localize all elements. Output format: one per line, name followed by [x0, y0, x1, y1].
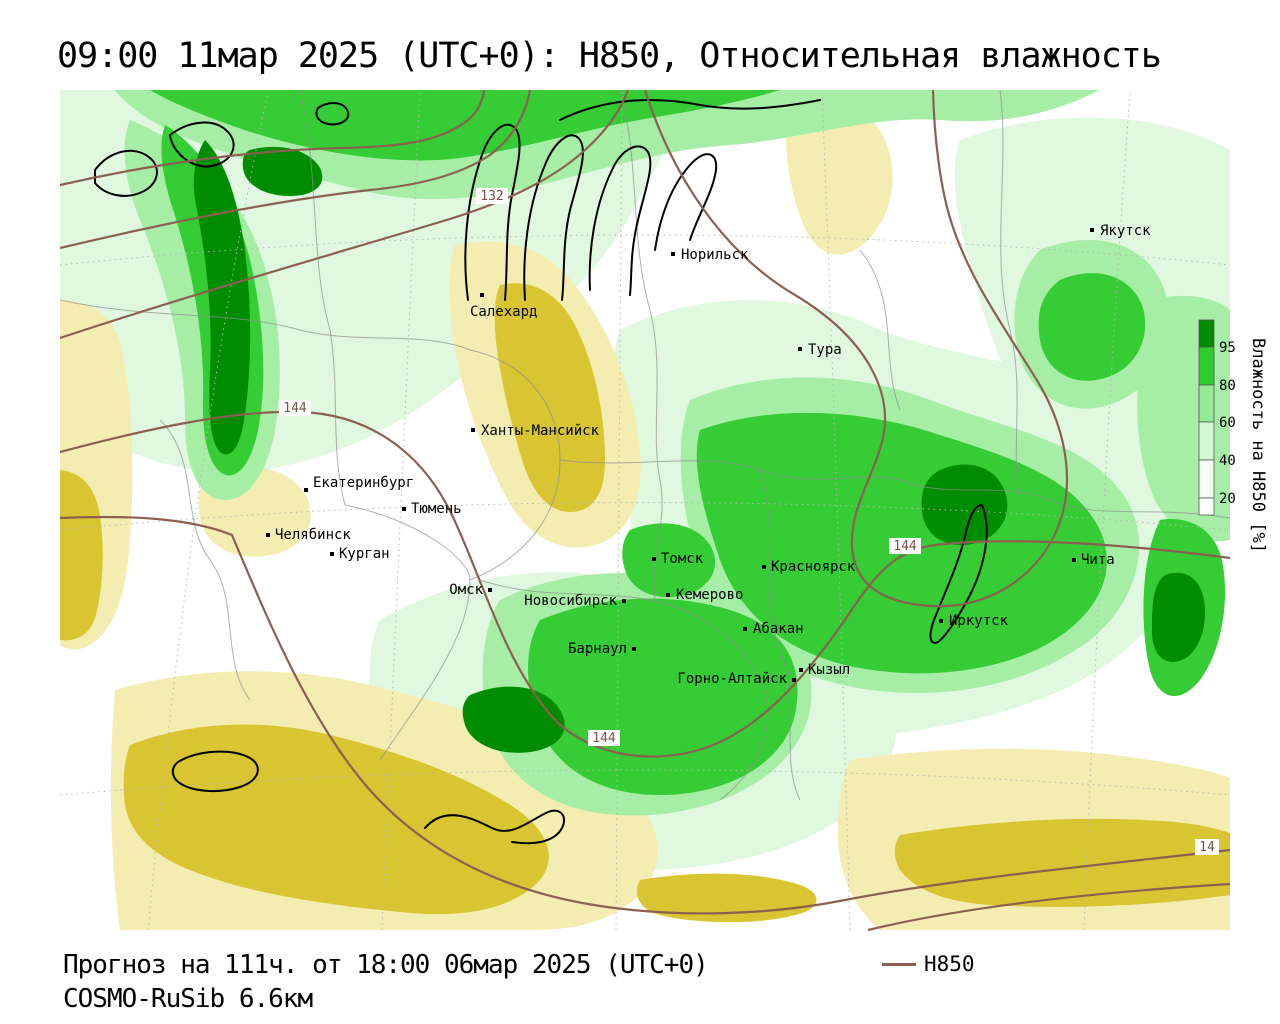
city: Иркутск: [939, 613, 1009, 629]
colorbar-segment: [1198, 346, 1215, 386]
page-title: 09:00 11мар 2025 (UTC+0): H850, Относите…: [57, 36, 1162, 76]
graticule: [60, 91, 1231, 931]
contour-labels: 132 144 144 144 14: [279, 188, 1219, 855]
city-marker: [939, 619, 943, 623]
city-label: Новосибирск: [524, 593, 617, 609]
city-marker: [266, 533, 270, 537]
city-label: Кызыл: [808, 662, 850, 678]
city: Кемерово: [666, 587, 743, 603]
model-info: COSMO-RuSib 6.6км: [63, 984, 313, 1014]
city-label: Якутск: [1100, 223, 1151, 239]
contour-legend: H850: [882, 952, 975, 976]
colorbar-segment: [1198, 319, 1215, 348]
humidity-fill-layers: [60, 90, 1230, 930]
city-marker: [762, 565, 766, 569]
city: Норильск: [671, 247, 749, 263]
city-marker: [743, 627, 747, 631]
city-label: Иркутск: [949, 613, 1009, 629]
city-marker: [666, 593, 670, 597]
city: Курган: [330, 546, 390, 562]
city: Новосибирск: [524, 593, 626, 609]
city-marker: [480, 293, 484, 297]
city: Челябинск: [266, 527, 351, 543]
city: Красноярск: [762, 559, 856, 575]
city-label: Красноярск: [771, 559, 856, 575]
colorbar-tick-label: 80: [1219, 378, 1236, 394]
city-markers: Норильск Якутск Салехард Тура Ханты-Мансийск…: [266, 223, 1151, 687]
city-label: Салехард: [470, 304, 537, 320]
svg-text:144: 144: [592, 731, 616, 746]
city: Абакан: [743, 621, 804, 637]
city: Чита: [1072, 552, 1115, 568]
city-marker: [1090, 228, 1094, 232]
city: Ханты-Мансийск: [471, 423, 600, 439]
city-marker: [652, 557, 656, 561]
city-label: Омск: [449, 582, 483, 598]
colorbar-axis-label: Влажность на H850 [%]: [1248, 338, 1268, 553]
city-label: Барнаул: [568, 641, 627, 657]
city-label: Кемерово: [676, 587, 743, 603]
city-label: Горно-Алтайск: [677, 671, 787, 687]
colorbar-segment: [1198, 497, 1215, 516]
contour-value-label: 132: [476, 188, 508, 204]
city-marker: [402, 507, 406, 511]
city: Тура: [798, 342, 842, 358]
city-label: Челябинск: [275, 527, 351, 543]
city-marker: [1072, 558, 1076, 562]
city: Томск: [652, 551, 704, 567]
svg-text:14: 14: [1199, 840, 1215, 855]
city-marker: [671, 252, 675, 256]
city-marker: [330, 552, 334, 556]
city-label: Тура: [808, 342, 842, 358]
city-marker: [799, 668, 803, 672]
h850-line-sample: [882, 962, 916, 966]
city-label: Чита: [1081, 552, 1115, 568]
colorbar: 95 80 60 40 20 Влажность на H850 [%]: [1198, 319, 1268, 553]
city-marker: [792, 678, 796, 682]
colorbar-tick-label: 40: [1219, 453, 1236, 469]
admin-boundaries: [60, 89, 1231, 801]
forecast-info: Прогноз на 111ч. от 18:00 06мар 2025 (UT…: [63, 950, 709, 980]
city-marker: [798, 347, 802, 351]
contour-value-label: 144: [588, 730, 620, 746]
contour-value-label: 14: [1195, 839, 1219, 855]
svg-text:144: 144: [893, 539, 917, 554]
colorbar-segment: [1198, 459, 1215, 499]
h850-legend-label: H850: [924, 952, 975, 976]
city: Горно-Алтайск: [677, 671, 796, 687]
city: Барнаул: [568, 641, 636, 657]
city-marker: [632, 647, 636, 651]
city-label: Курган: [339, 546, 390, 562]
colorbar-tick-label: 20: [1219, 491, 1236, 507]
city-marker: [471, 428, 475, 432]
city: Салехард: [470, 293, 537, 320]
city: Омск: [449, 582, 492, 598]
city-label: Тюмень: [411, 501, 462, 517]
svg-text:132: 132: [480, 189, 503, 204]
city: Екатеринбург: [304, 475, 414, 492]
city-label: Томск: [661, 551, 704, 567]
city-label: Абакан: [753, 621, 804, 637]
city: Тюмень: [402, 501, 462, 517]
contour-value-label: 144: [889, 538, 921, 554]
city-label: Ханты-Мансийск: [481, 423, 600, 439]
contour-value-label: 144: [279, 400, 311, 416]
colorbar-tick-label: 95: [1219, 340, 1236, 356]
city-marker: [488, 588, 492, 592]
colorbar-tick-label: 60: [1219, 415, 1236, 431]
coastline: [94, 99, 988, 845]
svg-text:144: 144: [283, 401, 307, 416]
h850-contours: [60, 89, 1231, 932]
city: Якутск: [1090, 223, 1151, 239]
city: Кызыл: [799, 662, 850, 678]
colorbar-segment: [1198, 421, 1215, 461]
city-marker: [622, 599, 626, 603]
city-marker: [304, 488, 308, 492]
city-label: Норильск: [681, 247, 749, 263]
colorbar-segment: [1198, 384, 1215, 423]
city-label: Екатеринбург: [313, 475, 414, 491]
